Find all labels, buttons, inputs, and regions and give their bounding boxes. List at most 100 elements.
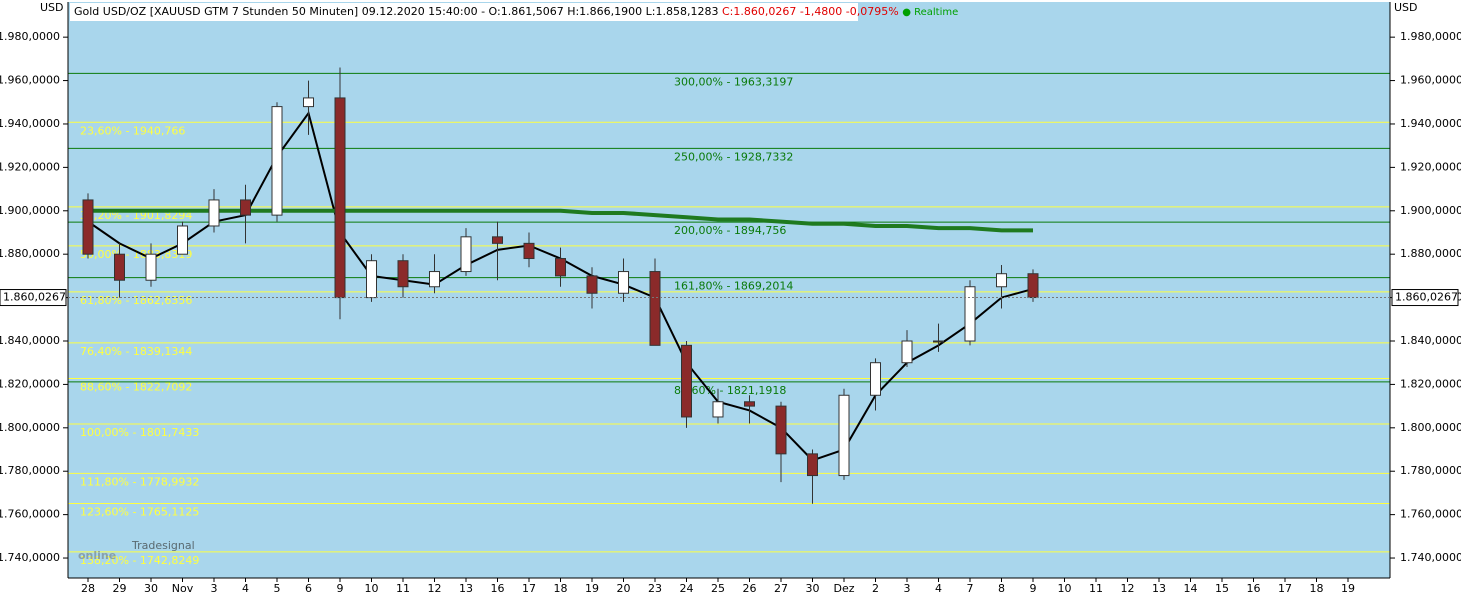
header-change: C:1.860,0267 -1,4800 -0,0795% <box>722 5 899 18</box>
candle-body <box>145 253 157 281</box>
candle-body <box>366 260 377 299</box>
x-tick-label: 18 <box>1310 582 1324 595</box>
x-tick-label: 25 <box>711 582 725 595</box>
y-tick-label: 1.900,0000 <box>0 204 60 217</box>
x-tick-label: 18 <box>554 582 568 595</box>
level-label: 100,00% - 1801,7433 <box>80 426 199 439</box>
realtime: ● Realtime <box>902 7 958 18</box>
x-tick-label: 12 <box>1121 582 1135 595</box>
candle-body <box>492 236 503 244</box>
y-tick-label: 1.940,0000 <box>0 117 60 130</box>
level-label: 88,60% - 1822,7092 <box>80 381 192 394</box>
level-label: 250,00% - 1928,7332 <box>674 150 793 163</box>
x-tick-label: 5 <box>274 582 281 595</box>
y-tick-label: 1.880,0000 <box>0 247 60 260</box>
x-tick-label: 8 <box>998 582 1005 595</box>
header-box <box>70 3 858 21</box>
candle-body <box>775 405 787 455</box>
y-tick-label-right: 1.740,0000 <box>1400 551 1461 564</box>
unit-right: USD <box>1394 1 1418 14</box>
last-price-left: 1.860,0267 <box>3 291 66 304</box>
x-tick-label: 28 <box>81 582 95 595</box>
x-tick-label: 24 <box>680 582 694 595</box>
candle-body <box>870 362 881 396</box>
watermark-small: Tradesignal <box>131 539 195 552</box>
last-price-right: 1.860,0267 <box>1395 291 1458 304</box>
candle-body <box>586 275 598 294</box>
x-tick-label: 15 <box>1215 582 1229 595</box>
x-tick-label: 17 <box>522 582 536 595</box>
candle-body <box>397 260 409 288</box>
x-tick-label: 11 <box>396 582 410 595</box>
x-tick-label: Nov <box>172 582 194 595</box>
x-tick-label: 26 <box>743 582 757 595</box>
level-label: 76,40% - 1839,1344 <box>80 345 192 358</box>
x-tick-label: 13 <box>459 582 473 595</box>
y-tick-label-right: 1.800,0000 <box>1400 421 1461 434</box>
candle-body <box>240 199 251 216</box>
candle-body <box>618 271 629 294</box>
x-tick-label: 9 <box>1030 582 1037 595</box>
level-label: 300,00% - 1963,3197 <box>674 75 793 88</box>
candle-body <box>523 242 535 260</box>
x-tick-label: 12 <box>428 582 442 595</box>
x-tick-label: 3 <box>904 582 911 595</box>
level-label: 123,60% - 1765,1125 <box>80 506 199 519</box>
x-tick-label: 9 <box>337 582 344 595</box>
y-tick-label-right: 1.820,0000 <box>1400 377 1461 390</box>
y-tick-label-right: 1.780,0000 <box>1400 464 1461 477</box>
candle-body <box>177 225 188 255</box>
level-label: 61,80% - 1862,6356 <box>80 294 192 307</box>
level-label: 161,80% - 1869,2014 <box>674 280 793 293</box>
x-tick-label: 19 <box>585 582 599 595</box>
x-tick-label: 10 <box>1058 582 1072 595</box>
x-tick-label: Dez <box>833 582 854 595</box>
unit-left: USD <box>40 1 64 14</box>
y-tick-label-right: 1.960,0000 <box>1400 74 1461 87</box>
y-tick-label-right: 1.940,0000 <box>1400 117 1461 130</box>
y-tick-label: 1.820,0000 <box>0 377 60 390</box>
x-tick-label: 14 <box>1184 582 1198 595</box>
y-tick-label: 1.740,0000 <box>0 551 60 564</box>
y-tick-label: 1.800,0000 <box>0 421 60 434</box>
y-tick-label: 1.780,0000 <box>0 464 60 477</box>
x-tick-label: 3 <box>211 582 218 595</box>
y-tick-label: 1.840,0000 <box>0 334 60 347</box>
y-tick-label-right: 1.880,0000 <box>1400 247 1461 260</box>
x-tick-label: 16 <box>491 582 505 595</box>
candle-body <box>303 97 314 108</box>
watermark: online <box>78 549 116 562</box>
y-tick-label: 1.760,0000 <box>0 508 60 521</box>
x-tick-label: 6 <box>305 582 312 595</box>
candle-body <box>460 236 472 273</box>
x-tick-label: 16 <box>1247 582 1261 595</box>
candle-body <box>838 394 850 477</box>
header: Gold USD/OZ [XAUUSD GTM 7 Stunden 50 Min… <box>74 5 958 18</box>
x-tick-label: 13 <box>1152 582 1166 595</box>
x-tick-label: 23 <box>648 582 662 595</box>
level-label: 111,80% - 1778,9932 <box>80 475 199 488</box>
level-label: 200,00% - 1894,756 <box>674 224 786 237</box>
y-tick-label-right: 1.900,0000 <box>1400 204 1461 217</box>
candle-body <box>933 340 944 343</box>
x-tick-label: 19 <box>1341 582 1355 595</box>
x-tick-label: 2 <box>872 582 879 595</box>
x-tick-label: 30 <box>806 582 820 595</box>
y-tick-label-right: 1.920,0000 <box>1400 160 1461 173</box>
x-tick-label: 10 <box>365 582 379 595</box>
x-tick-label: 4 <box>935 582 942 595</box>
x-tick-label: 30 <box>144 582 158 595</box>
y-tick-label: 1.960,0000 <box>0 74 60 87</box>
candle-body <box>649 271 661 346</box>
y-tick-label-right: 1.840,0000 <box>1400 334 1461 347</box>
x-tick-label: 11 <box>1089 582 1103 595</box>
x-tick-label: 7 <box>967 582 974 595</box>
candle-body <box>114 253 125 281</box>
last-price-tag-right <box>1391 289 1459 307</box>
y-tick-label-right: 1.760,0000 <box>1400 508 1461 521</box>
candle-body <box>996 273 1007 288</box>
candle-body <box>1027 273 1039 299</box>
candle-body <box>82 199 94 255</box>
x-tick-label: 4 <box>242 582 249 595</box>
